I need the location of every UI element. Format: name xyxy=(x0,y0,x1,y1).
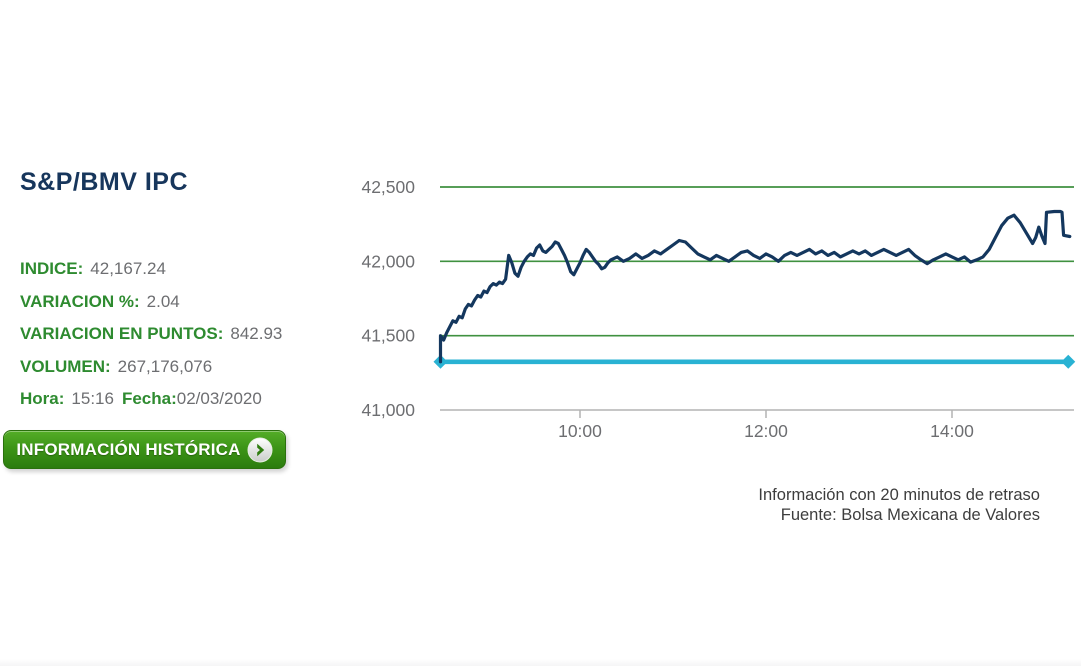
x-tick-label: 12:00 xyxy=(744,421,788,441)
hora-label: Hora: xyxy=(20,389,65,408)
previous-close-marker xyxy=(1061,354,1076,369)
y-tick-label: 42,500 xyxy=(361,177,415,197)
index-title: S&P/BMV IPC xyxy=(20,168,189,196)
y-tick-label: 41,000 xyxy=(361,400,415,420)
arrow-right-circle-icon xyxy=(247,437,273,462)
disclaimer-line-source: Fuente: Bolsa Mexicana de Valores xyxy=(780,505,1040,524)
historical-info-button-label: INFORMACIÓN HISTÓRICA xyxy=(16,439,241,459)
intraday-chart: 42,500 42,000 41,500 41,000 10:00 12:00 14:00 xyxy=(355,150,1081,470)
page-bottom-edge xyxy=(0,659,1081,666)
stat-value: 42,167.24 xyxy=(90,259,166,278)
y-tick-label: 42,000 xyxy=(361,251,415,271)
hora-value: 15:16 xyxy=(71,389,114,408)
chart-disclaimer: Información con 20 minutos de retraso Fu… xyxy=(758,486,1040,525)
stat-label: VARIACION EN PUNTOS: xyxy=(20,324,224,343)
price-line xyxy=(438,209,1072,364)
index-stats: INDICE: 42,167.24 VARIACION %: 2.04 VARIAC… xyxy=(20,253,350,416)
stat-row-variacion-puntos: VARIACION EN PUNTOS: 842.93 xyxy=(20,318,350,351)
historical-info-button[interactable]: INFORMACIÓN HISTÓRICA xyxy=(3,430,286,469)
stat-label: INDICE: xyxy=(20,259,84,278)
stat-row-variacion-pct: VARIACION %: 2.04 xyxy=(20,286,350,319)
fecha-label: Fecha: xyxy=(121,389,177,408)
stat-value: 842.93 xyxy=(230,324,283,343)
stat-label: VOLUMEN: xyxy=(20,356,111,376)
y-tick-label: 41,500 xyxy=(361,326,415,346)
stat-row-indice: INDICE: 42,167.24 xyxy=(20,253,350,286)
x-tick-label: 10:00 xyxy=(558,421,602,441)
stat-value: 267,176,076 xyxy=(117,356,213,376)
intraday-chart-svg: 42,500 42,000 41,500 41,000 10:00 12:00 14:00 xyxy=(361,177,1076,441)
fecha-value: 02/03/2020 xyxy=(176,389,262,408)
stat-row-datetime: Hora: 15:16 Fecha:02/03/2020 xyxy=(20,383,350,416)
x-tick-label: 14:00 xyxy=(930,421,974,441)
stat-row-volumen: VOLUMEN: 267,176,076 xyxy=(20,351,350,384)
stat-value: 2.04 xyxy=(146,291,180,311)
stat-label: VARIACION %: xyxy=(20,291,140,311)
index-info-panel: S&P/BMV IPC INDICE: 42,167.24 VARIACION %… xyxy=(20,168,350,416)
disclaimer-line-delay: Información con 20 minutos de retraso xyxy=(758,486,1040,504)
